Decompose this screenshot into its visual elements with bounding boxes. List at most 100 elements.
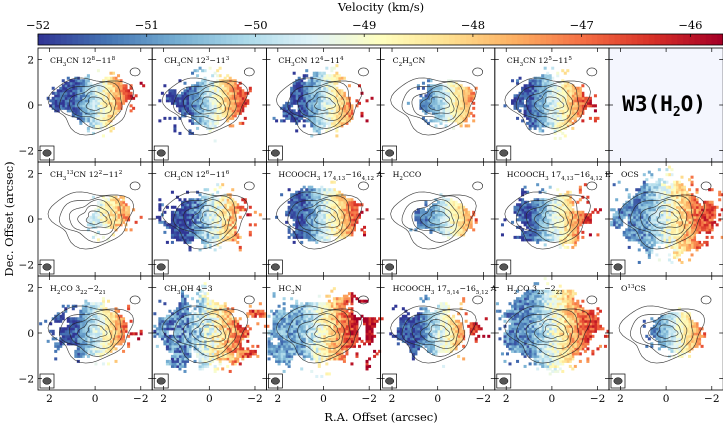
- contour-line: [525, 85, 574, 121]
- velocity-pixel: [347, 230, 351, 234]
- velocity-pixel: [444, 208, 448, 212]
- velocity-pixel: [79, 96, 83, 100]
- velocity-pixel: [196, 101, 200, 105]
- velocity-pixel: [576, 235, 580, 239]
- velocity-pixel: [216, 91, 220, 95]
- colorbar-tick-label: −49: [352, 18, 376, 32]
- colorbar-segment: [466, 34, 473, 45]
- velocity-pixel: [310, 210, 314, 214]
- velocity-pixel: [467, 101, 471, 105]
- velocity-pixel: [297, 109, 301, 113]
- velocity-pixel: [221, 183, 225, 187]
- velocity-pixel: [521, 101, 525, 105]
- velocity-pixel: [662, 193, 666, 197]
- velocity-pixel: [109, 94, 113, 98]
- velocity-pixel: [305, 195, 309, 199]
- velocity-pixel: [464, 210, 468, 214]
- velocity-pixel: [675, 193, 679, 197]
- velocity-pixel: [221, 81, 225, 85]
- velocity-pixel: [297, 190, 301, 194]
- velocity-pixel: [310, 213, 314, 217]
- velocity-pixel: [710, 203, 714, 207]
- velocity-pixel: [188, 109, 192, 113]
- velocity-pixel: [86, 223, 90, 227]
- velocity-pixel: [536, 240, 540, 244]
- velocity-pixel: [556, 230, 560, 234]
- velocity-pixel: [439, 114, 443, 118]
- velocity-pixel: [449, 230, 453, 234]
- colorbar-segment: [528, 34, 536, 45]
- velocity-pixel: [660, 193, 664, 197]
- velocity-pixel: [101, 114, 105, 118]
- velocity-pixel: [444, 89, 448, 93]
- velocity-pixel: [444, 109, 448, 113]
- velocity-pixel: [332, 228, 336, 232]
- velocity-pixel: [188, 228, 192, 232]
- velocity-pixel: [454, 218, 458, 222]
- velocity-pixel: [518, 101, 522, 105]
- velocity-pixel: [546, 225, 550, 229]
- velocity-pixel: [677, 218, 681, 222]
- velocity-pixel: [561, 109, 565, 113]
- velocity-pixel: [424, 218, 428, 222]
- velocity-pixel: [561, 223, 565, 227]
- velocity-pixel: [683, 215, 687, 219]
- colorbar-segment: [163, 34, 170, 45]
- velocity-pixel: [236, 96, 240, 100]
- velocity-pixel: [106, 111, 110, 115]
- velocity-pixel: [180, 203, 184, 207]
- velocity-pixel: [521, 193, 525, 197]
- velocity-pixel: [198, 198, 202, 202]
- velocity-pixel: [223, 195, 227, 199]
- velocity-pixel: [449, 228, 453, 232]
- velocity-pixel: [173, 205, 177, 209]
- velocity-pixel: [233, 89, 237, 93]
- velocity-pixel: [101, 208, 105, 212]
- velocity-pixel: [191, 220, 195, 224]
- velocity-pixel: [561, 119, 565, 123]
- velocity-pixel: [657, 203, 661, 207]
- velocity-pixel: [216, 79, 220, 83]
- velocity-pixel: [655, 235, 659, 239]
- velocity-pixel: [233, 218, 237, 222]
- velocity-pixel: [180, 233, 184, 237]
- velocity-pixel: [340, 106, 344, 110]
- velocity-pixel: [173, 220, 177, 224]
- velocity-pixel: [335, 124, 339, 128]
- velocity-pixel: [119, 81, 123, 85]
- velocity-pixel: [165, 225, 169, 229]
- velocity-pixel: [553, 86, 557, 90]
- velocity-pixel: [112, 96, 116, 100]
- velocity-pixel: [531, 94, 535, 98]
- velocity-pixel: [551, 86, 555, 90]
- velocity-pixel: [178, 94, 182, 98]
- velocity-pixel: [315, 126, 319, 130]
- velocity-pixel: [449, 111, 453, 115]
- colorbar-segment: [140, 34, 148, 45]
- velocity-pixel: [56, 94, 60, 98]
- velocity-pixel: [347, 106, 351, 110]
- velocity-pixel: [312, 208, 316, 212]
- velocity-pixel: [667, 238, 671, 242]
- velocity-pixel: [231, 106, 235, 110]
- velocity-pixel: [208, 81, 212, 85]
- velocity-pixel: [327, 126, 331, 130]
- velocity-pixel: [139, 215, 143, 219]
- velocity-pixel: [518, 213, 522, 217]
- velocity-pixel: [556, 208, 560, 212]
- velocity-pixel: [667, 228, 671, 232]
- velocity-pixel: [206, 124, 210, 128]
- velocity-pixel: [464, 106, 468, 110]
- velocity-pixel: [546, 96, 550, 100]
- colorbar-segment: [266, 34, 273, 45]
- velocity-pixel: [665, 215, 669, 219]
- velocity-pixel: [71, 81, 75, 85]
- velocity-pixel: [335, 94, 339, 98]
- velocity-pixel: [170, 94, 174, 98]
- velocity-pixel: [228, 89, 232, 93]
- velocity-pixel: [695, 243, 699, 247]
- velocity-pixel: [330, 188, 334, 192]
- velocity-pixel: [96, 215, 100, 219]
- velocity-pixel: [703, 208, 707, 212]
- velocity-pixel: [337, 89, 341, 93]
